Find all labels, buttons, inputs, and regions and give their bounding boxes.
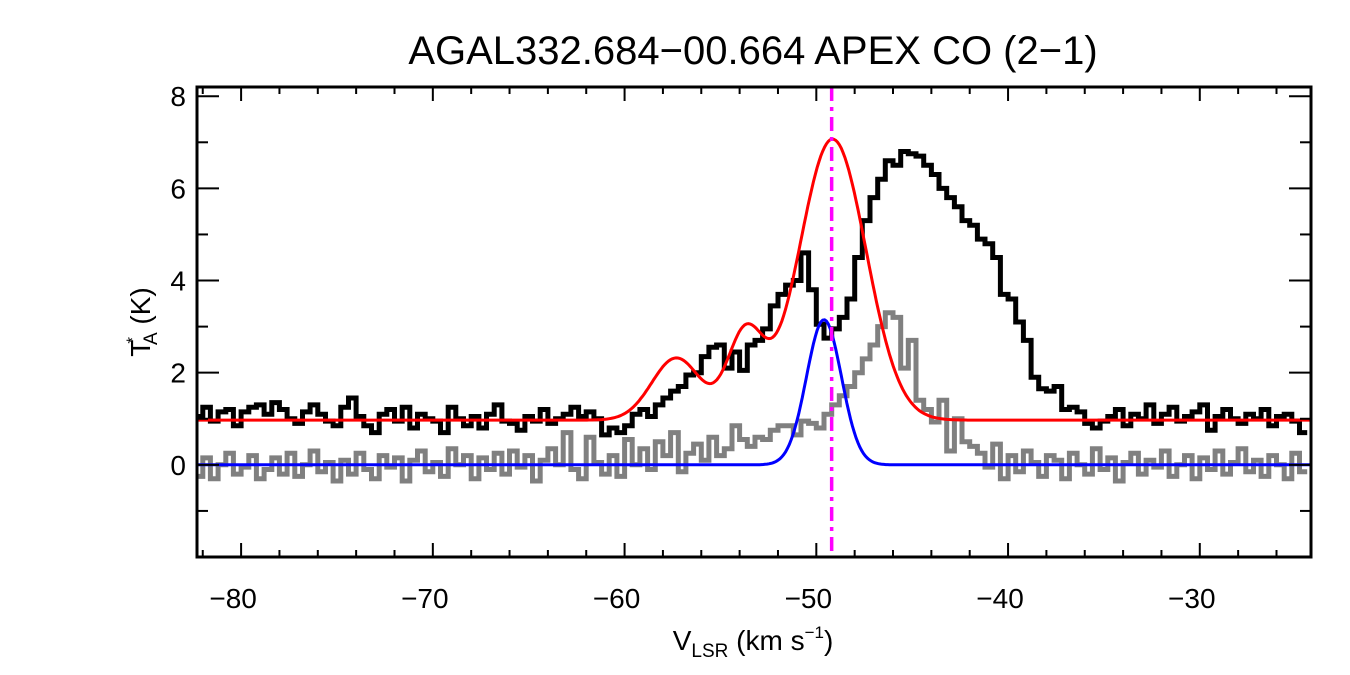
x-tick-label: −30 — [1168, 583, 1216, 614]
x-tick-label: −80 — [209, 583, 257, 614]
y-tick-label: 4 — [170, 266, 186, 297]
fit-curve-blue — [197, 318, 1311, 467]
x-tick-label: −70 — [401, 583, 449, 614]
x-tick-label: −60 — [593, 583, 641, 614]
plot-area — [197, 87, 1311, 557]
spectrum-line-black — [197, 149, 1308, 438]
y-tick-label: 6 — [170, 173, 186, 204]
y-axis-label-sup: * — [123, 337, 142, 344]
y-axis-label-main: T — [125, 340, 156, 357]
plot-frame — [195, 85, 1313, 559]
x-axis-label-close: ) — [824, 625, 833, 656]
fit-curve-red — [197, 137, 1311, 422]
x-axis-label-sup: −1 — [805, 623, 824, 642]
x-tick-label: −50 — [785, 583, 833, 614]
y-tick-label: 8 — [170, 81, 186, 112]
y-axis-label-sub: A — [141, 332, 162, 345]
y-tick-label: 0 — [170, 450, 186, 481]
y-axis-label: T*A (K) — [123, 287, 162, 357]
axes: −80 −70 −60 −50 −40 −30 0 2 4 6 8 — [170, 81, 1313, 614]
x-axis-label-sub: LSR — [691, 641, 728, 662]
chart-title: AGAL332.684−00.664 APEX CO (2−1) — [408, 29, 1097, 73]
y-tick-label: 2 — [170, 358, 186, 389]
x-axis-label-main: V — [673, 625, 692, 656]
x-axis-label-unit: (km s — [728, 625, 804, 656]
x-tick-label: −40 — [976, 583, 1024, 614]
spectrum-line-gray — [197, 310, 1308, 484]
x-axis-label: VLSR (km s−1) — [673, 623, 834, 662]
y-axis-label-unit: (K) — [125, 287, 156, 332]
